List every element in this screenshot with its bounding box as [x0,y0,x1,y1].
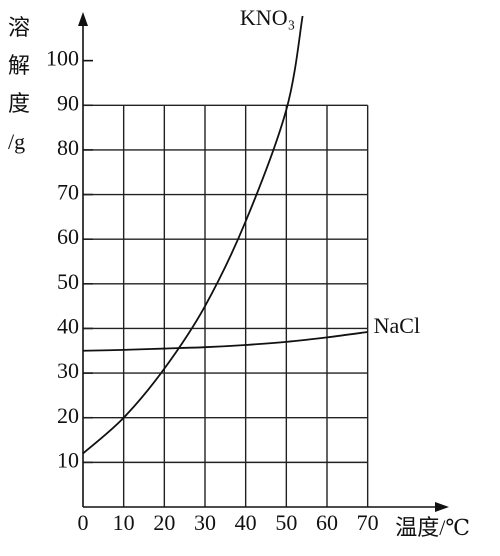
x-tick-label: 30 [194,510,216,535]
series-label: KNO₃ [240,5,295,30]
y-axis-label: 度 [8,91,30,116]
y-tick-label: 70 [57,180,79,205]
x-axis-label: 温度/℃ [395,515,470,540]
x-axis-arrow [435,502,449,512]
y-tick-label: 90 [57,90,79,115]
y-tick-label: 60 [57,224,79,249]
series-label: NaCl [374,313,420,338]
y-tick-label: 80 [57,135,79,160]
y-axis-label: 溶 [8,15,30,40]
x-tick-label: 70 [357,510,379,535]
curve [82,331,368,352]
y-tick-label: 50 [57,269,79,294]
curve [82,15,304,455]
y-axis-label: /g [8,129,25,154]
y-axis-arrow [78,12,88,26]
x-tick-label: 40 [235,510,257,535]
x-tick-label: 20 [153,510,175,535]
x-tick-label: 50 [275,510,297,535]
y-tick-label: 20 [57,403,79,428]
y-tick-label: 40 [57,314,79,339]
y-tick-label: 10 [57,447,79,472]
x-tick-label: 10 [113,510,135,535]
y-axis-label: 解 [8,53,30,78]
x-tick-label: 60 [316,510,338,535]
x-tick-label: 0 [78,510,89,535]
y-tick-label: 30 [57,358,79,383]
y-tick-label: 100 [46,46,79,71]
